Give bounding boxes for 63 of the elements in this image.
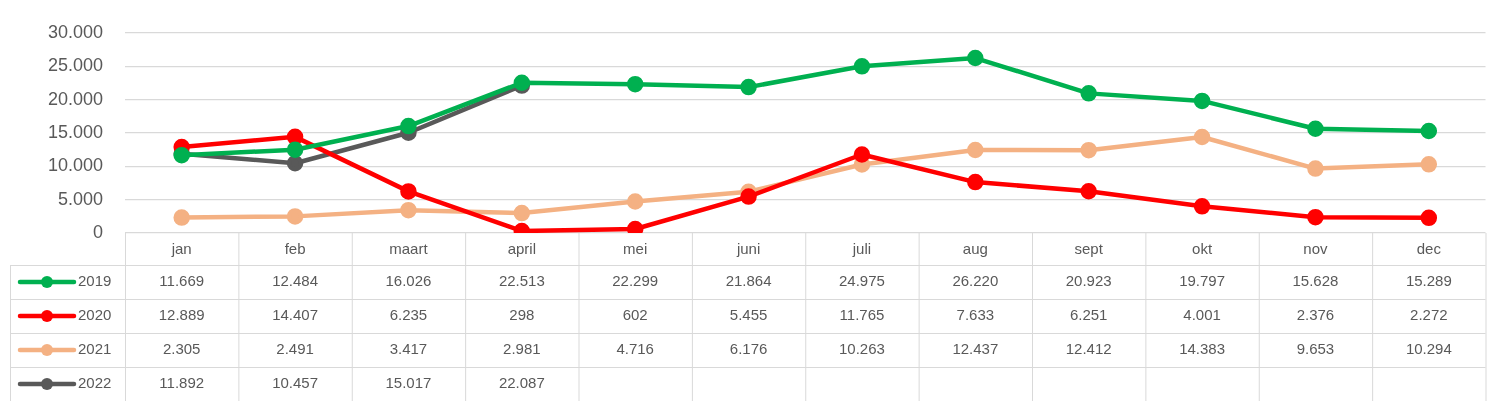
data-label: 2.272 xyxy=(1410,306,1448,324)
data-label: 11.765 xyxy=(839,306,885,324)
x-tick-label: juni xyxy=(735,240,761,258)
data-label: 15.017 xyxy=(385,374,432,392)
x-tick-label: maart xyxy=(389,240,429,258)
y-tick-label: 0 xyxy=(92,221,103,242)
data-label: 22.299 xyxy=(612,272,659,290)
x-tick-label: okt xyxy=(1192,240,1213,258)
data-label: 24.975 xyxy=(838,272,885,290)
data-label: 15.628 xyxy=(1292,272,1339,290)
data-label: 6.251 xyxy=(1069,306,1108,324)
data-label: 7.633 xyxy=(956,306,995,324)
y-tick-label: 15.000 xyxy=(47,121,103,142)
data-label: 5.455 xyxy=(729,306,768,324)
legend-label: 2022 xyxy=(78,374,112,392)
x-tick-label: jan xyxy=(170,240,192,258)
y-tick-label: 5.000 xyxy=(57,188,103,209)
data-label: 19.797 xyxy=(1179,272,1226,290)
y-tick-label: 30.000 xyxy=(47,21,103,42)
data-label: 9.653 xyxy=(1296,340,1335,358)
data-label: 6.235 xyxy=(389,306,428,324)
data-label: 4.001 xyxy=(1183,306,1221,324)
data-label: 602 xyxy=(622,306,648,324)
data-label: 20.923 xyxy=(1065,272,1112,290)
data-label: 6.176 xyxy=(729,340,768,358)
x-tick-label: juli xyxy=(851,240,872,258)
data-label: 11.669 xyxy=(159,272,205,290)
y-tick-label: 10.000 xyxy=(47,155,103,176)
data-label: 10.457 xyxy=(272,374,319,392)
data-label: 12.412 xyxy=(1065,340,1112,358)
data-label: 4.716 xyxy=(616,340,654,358)
data-label: 16.026 xyxy=(385,272,432,290)
data-label: 10.263 xyxy=(838,340,885,358)
x-tick-label: dec xyxy=(1416,240,1442,258)
data-label: 2.491 xyxy=(276,340,314,358)
data-label: 21.864 xyxy=(725,272,772,290)
data-label: 11.892 xyxy=(159,374,205,392)
data-label: 298 xyxy=(509,306,535,324)
x-tick-label: feb xyxy=(284,240,306,258)
data-label: 2.981 xyxy=(503,340,541,358)
data-label: 26.220 xyxy=(952,272,999,290)
data-label: 2.305 xyxy=(162,340,201,358)
legend-label: 2021 xyxy=(78,340,112,358)
data-label: 12.889 xyxy=(158,306,205,324)
data-label: 14.407 xyxy=(272,306,319,324)
y-tick-label: 25.000 xyxy=(47,55,103,76)
legend-label: 2019 xyxy=(78,272,112,290)
data-label: 22.087 xyxy=(498,374,545,392)
data-label: 22.513 xyxy=(498,272,545,290)
y-tick-label: 20.000 xyxy=(47,88,103,109)
x-tick-label: aug xyxy=(962,240,988,258)
data-label: 14.383 xyxy=(1179,340,1226,358)
x-tick-label: sept xyxy=(1074,240,1104,258)
x-tick-label: mei xyxy=(623,240,648,258)
data-label: 12.484 xyxy=(272,272,319,290)
legend-label: 2020 xyxy=(78,306,112,324)
data-label: 15.289 xyxy=(1405,272,1452,290)
data-label: 2.376 xyxy=(1296,306,1335,324)
x-tick-label: april xyxy=(507,240,536,258)
x-tick-label: nov xyxy=(1303,240,1329,258)
data-label: 10.294 xyxy=(1405,340,1452,358)
data-label: 3.417 xyxy=(389,340,428,358)
data-label: 12.437 xyxy=(952,340,999,358)
